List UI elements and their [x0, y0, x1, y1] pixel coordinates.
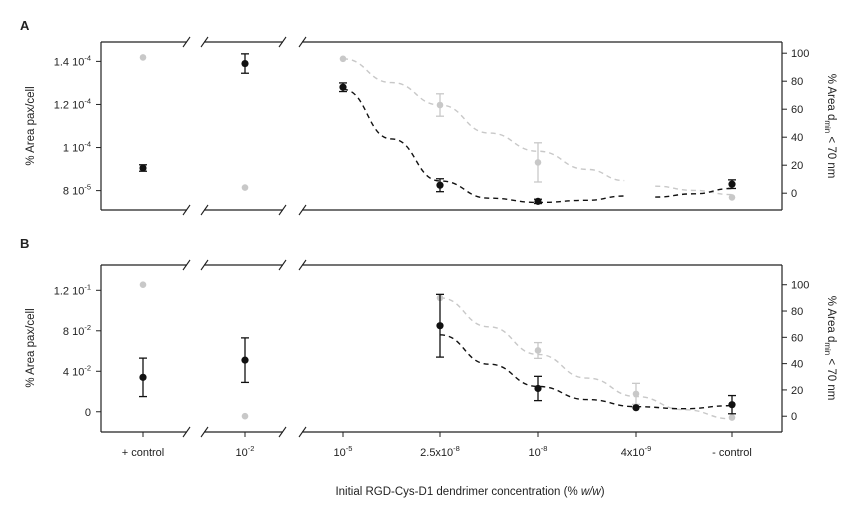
- black-fit-curve: [439, 334, 733, 410]
- gray-data-point: [632, 390, 640, 398]
- axis-break-mark: [200, 259, 209, 271]
- panel-label-b: B: [20, 236, 29, 251]
- gray-data-point: [339, 55, 347, 63]
- gray-data-point: [436, 101, 444, 109]
- black-data-point: [534, 197, 542, 205]
- black-data-point: [534, 384, 542, 393]
- axis-break-mark: [182, 259, 191, 271]
- axis-break-mark: [298, 259, 307, 271]
- left-tick-label: 4 10-2: [63, 363, 91, 378]
- axis-break-mark: [298, 426, 307, 438]
- left-tick-label: 1.4 10-4: [54, 53, 91, 68]
- black-data-point: [139, 373, 147, 381]
- right-tick-label: 80: [791, 76, 803, 88]
- gray-data-point: [139, 281, 147, 289]
- right-tick-label: 20: [791, 385, 803, 397]
- black-data-point: [632, 404, 640, 412]
- x-tick-label: 10-5: [334, 444, 353, 459]
- axis-break-mark: [200, 426, 209, 438]
- gray-fit-curve: [439, 297, 733, 420]
- black-data-point: [241, 59, 249, 68]
- axis-break-mark: [278, 426, 287, 438]
- left-axis-title: % Area pax/cell: [25, 308, 37, 387]
- axis-break-mark: [200, 204, 209, 216]
- gray-data-point: [241, 412, 249, 420]
- right-tick-label: 40: [791, 132, 803, 144]
- axis-break-mark: [182, 36, 191, 48]
- right-tick-label: 0: [791, 411, 797, 423]
- black-data-point: [436, 181, 444, 189]
- left-tick-label: 0: [85, 407, 91, 419]
- x-axis-label: Initial RGD-Cys-D1 dendrimer concentrati…: [335, 486, 604, 498]
- gray-data-point: [139, 54, 147, 61]
- black-data-point: [728, 180, 736, 188]
- panel-b: 1.2 10-1 8 10-2 4 10-2 0 100 80 60 40 20 0 % Area …: [25, 259, 837, 459]
- gray-fit-curve: [655, 185, 733, 196]
- left-tick-label: 8 10-5: [63, 183, 91, 198]
- right-axis-title: % Area dmin < 70 nm: [823, 296, 837, 401]
- right-tick-label: 0: [791, 188, 797, 200]
- left-axis-title: % Area pax/cell: [25, 86, 37, 165]
- black-fit-curve: [655, 187, 733, 198]
- axis-break-mark: [278, 204, 287, 216]
- right-tick-label: 60: [791, 332, 803, 344]
- axis-break-mark: [278, 36, 287, 48]
- left-tick-label: 1 10-4: [63, 140, 91, 155]
- gray-data-point: [728, 414, 736, 421]
- left-tick-label: 1.2 10-1: [54, 282, 91, 297]
- x-tick-label: 10-2: [236, 444, 255, 459]
- x-tick-label: 4x10-9: [621, 444, 652, 459]
- axis-break-mark: [298, 204, 307, 216]
- x-tick-label: + control: [122, 447, 165, 459]
- right-tick-label: 100: [791, 280, 809, 292]
- left-tick-label: 8 10-2: [63, 323, 91, 338]
- black-data-point: [241, 356, 249, 364]
- left-tick-label: 1.2 10-4: [54, 96, 91, 111]
- gray-data-point: [534, 347, 542, 354]
- right-tick-label: 40: [791, 359, 803, 371]
- right-tick-label: 60: [791, 104, 803, 116]
- right-tick-label: 80: [791, 306, 803, 318]
- x-tick-label: - control: [712, 447, 752, 459]
- axis-break-mark: [200, 36, 209, 48]
- right-tick-label: 100: [791, 48, 809, 60]
- axis-break-mark: [278, 259, 287, 271]
- panel-label-a: A: [20, 18, 30, 33]
- axis-break-mark: [182, 204, 191, 216]
- gray-data-point: [241, 184, 249, 191]
- black-data-point: [139, 164, 147, 172]
- x-tick-label: 10-8: [529, 444, 548, 459]
- gray-data-point: [534, 159, 542, 166]
- black-data-point: [339, 83, 347, 91]
- panel-a: 1.4 10-4 1.2 10-4 1 10-4 8 10-5 100 80 60 40 20 0…: [25, 36, 837, 216]
- right-tick-label: 20: [791, 160, 803, 172]
- axis-break-mark: [182, 426, 191, 438]
- black-fit-curve: [342, 88, 625, 204]
- right-axis-title: % Area dmin < 70 nm: [823, 74, 837, 179]
- gray-fit-curve: [342, 58, 625, 182]
- black-data-point: [728, 401, 736, 409]
- black-data-point: [436, 322, 444, 330]
- x-tick-label: 2.5x10-8: [420, 444, 460, 459]
- gray-data-point: [728, 194, 736, 201]
- axis-break-mark: [298, 36, 307, 48]
